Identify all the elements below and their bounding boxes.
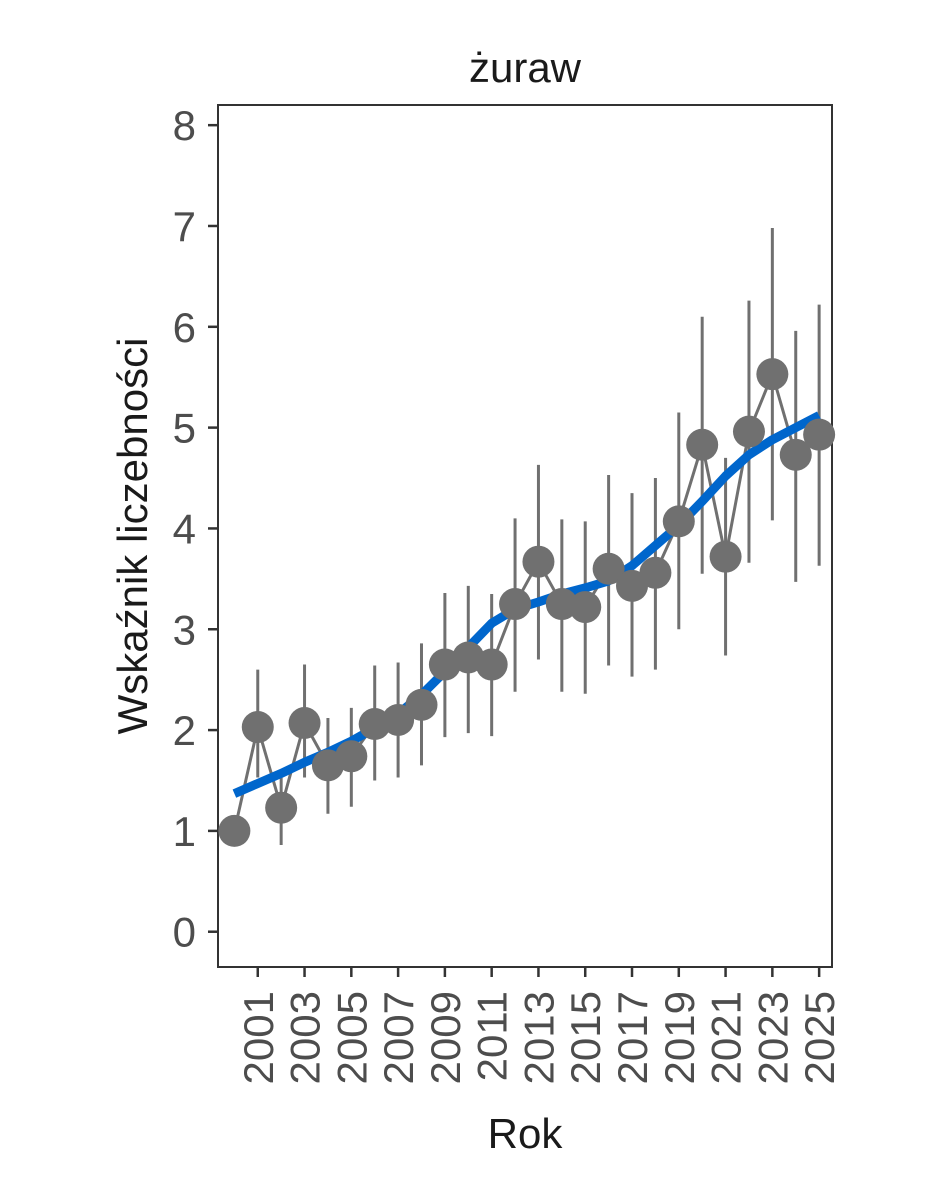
data-point bbox=[382, 703, 415, 736]
x-tick-label: 2001 bbox=[235, 991, 282, 1084]
data-point bbox=[639, 556, 672, 589]
y-tick-label: 4 bbox=[173, 505, 196, 552]
y-tick-label: 6 bbox=[173, 304, 196, 351]
data-point bbox=[569, 591, 602, 624]
data-point bbox=[803, 418, 836, 451]
data-point bbox=[288, 707, 321, 740]
x-tick-label: 2025 bbox=[796, 991, 843, 1084]
data-point bbox=[405, 688, 438, 721]
y-axis-label: Wskaźnik liczebności bbox=[109, 338, 156, 735]
x-tick-label: 2005 bbox=[328, 991, 375, 1084]
data-point bbox=[545, 588, 578, 621]
data-point bbox=[335, 740, 368, 773]
data-point bbox=[709, 540, 742, 573]
x-tick-label: 2017 bbox=[609, 991, 656, 1084]
y-tick-label: 5 bbox=[173, 405, 196, 452]
data-point bbox=[662, 505, 695, 538]
y-tick-label: 3 bbox=[173, 606, 196, 653]
x-tick-label: 2023 bbox=[749, 991, 796, 1084]
data-point bbox=[499, 588, 532, 621]
plot-panel-border bbox=[217, 104, 833, 968]
data-point bbox=[779, 438, 812, 471]
data-point bbox=[686, 428, 719, 461]
x-tick-label: 2007 bbox=[375, 991, 422, 1084]
x-tick-label: 2003 bbox=[282, 991, 329, 1084]
y-tick-label: 0 bbox=[173, 909, 196, 956]
data-point bbox=[756, 358, 789, 391]
data-point bbox=[241, 711, 274, 744]
y-tick-label: 1 bbox=[173, 808, 196, 855]
data-point bbox=[265, 791, 298, 824]
x-tick-label: 2021 bbox=[703, 991, 750, 1084]
data-point bbox=[616, 569, 649, 602]
data-point bbox=[475, 648, 508, 681]
x-tick-label: 2019 bbox=[656, 991, 703, 1084]
y-tick-label: 8 bbox=[173, 102, 196, 149]
x-tick-label: 2013 bbox=[515, 991, 562, 1084]
y-tick-label: 2 bbox=[173, 707, 196, 754]
x-tick-label: 2009 bbox=[422, 991, 469, 1084]
data-point bbox=[732, 415, 765, 448]
y-tick-label: 7 bbox=[173, 203, 196, 250]
data-point bbox=[592, 552, 625, 585]
data-point bbox=[218, 814, 251, 847]
x-tick-label: 2015 bbox=[562, 991, 609, 1084]
x-axis-label: Rok bbox=[488, 1110, 564, 1157]
chart-title: żuraw bbox=[469, 44, 582, 91]
data-point bbox=[522, 545, 555, 578]
x-tick-label: 2011 bbox=[469, 991, 516, 1081]
